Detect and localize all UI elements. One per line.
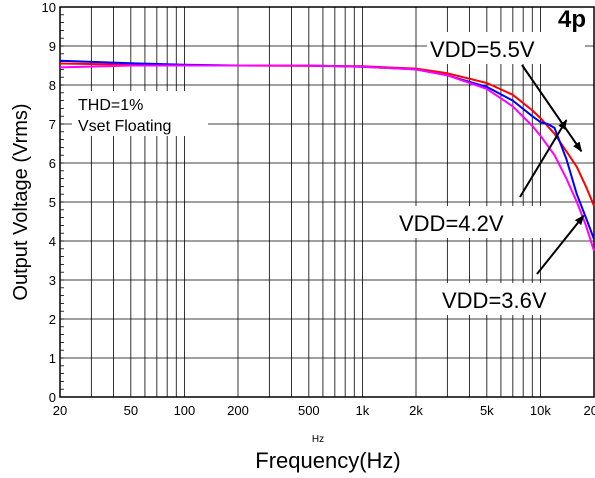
x-tick-label: 10k <box>530 403 551 418</box>
x-tick-label: 20 <box>53 403 67 418</box>
y-tick-label: 10 <box>42 0 56 15</box>
x-tick-label: 100 <box>174 403 196 418</box>
x-tick-label: 200 <box>227 403 249 418</box>
y-tick-label: 2 <box>49 312 56 327</box>
y-tick-label: 6 <box>49 156 56 171</box>
annotation-vset: Vset Floating <box>78 118 171 135</box>
y-tick-label: 4 <box>49 234 56 249</box>
series-label-0: VDD=5.5V <box>430 37 535 62</box>
x-tick-label: 20k <box>584 403 595 418</box>
series-label-2: VDD=3.6V <box>442 288 547 313</box>
x-tick-label: 2k <box>409 403 423 418</box>
y-tick-label: 0 <box>49 390 56 405</box>
series-label-arrow <box>519 119 568 198</box>
x-axis-label: Frequency(Hz) <box>255 448 400 473</box>
series-label-box <box>396 206 546 238</box>
series-line-2 <box>59 64 595 252</box>
y-tick-label: 5 <box>49 195 56 210</box>
tick-labels: 20 50 100 200 500 1k 2k 5k 10k 20k 0 1 2 3 4 5 6 7 8 9 10 <box>42 0 595 418</box>
series-labels: VDD=5.5V VDD=4.2V VDD=3.6V <box>396 32 589 315</box>
y-tick-label: 1 <box>49 351 56 366</box>
series-label-box <box>439 283 589 315</box>
x-axis-unit: Hz <box>312 434 324 445</box>
x-tick-label: 50 <box>124 403 138 418</box>
annotation-box <box>72 91 208 136</box>
x-tick-label: 1k <box>356 403 370 418</box>
y-tick-label: 7 <box>49 117 56 132</box>
series-label-1: VDD=4.2V <box>399 211 504 236</box>
series-label-arrow <box>536 214 585 275</box>
y-tick-label: 3 <box>49 273 56 288</box>
y-tick-label: 8 <box>49 78 56 93</box>
plot-frame <box>59 6 595 398</box>
y-tick-label: 9 <box>49 39 56 54</box>
series <box>59 59 595 252</box>
x-tick-label: 5k <box>480 403 494 418</box>
series-label-arrow <box>521 64 583 153</box>
brand-logo: 4p <box>558 6 586 33</box>
x-tick-label: 500 <box>298 403 320 418</box>
annotation-thd: THD=1% <box>78 97 143 114</box>
y-axis-label: Output Voltage (Vrms) <box>10 103 32 300</box>
series-label-box <box>427 32 585 64</box>
